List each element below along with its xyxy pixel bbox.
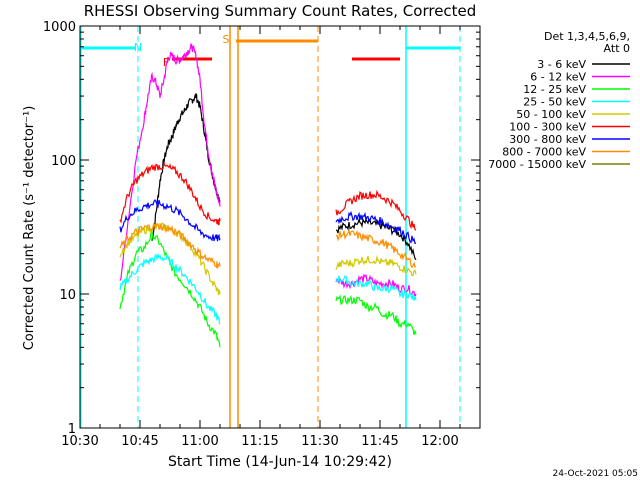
legend-label-1: 6 - 12 keV	[530, 71, 586, 84]
series-5-segment-0	[119, 160, 221, 226]
series-3-segment-0	[119, 252, 221, 325]
x-tick-label-3: 11:15	[241, 434, 278, 449]
series-4-segment-1	[335, 254, 417, 277]
series-2-segment-0	[119, 228, 221, 348]
series-1-segment-0	[119, 43, 221, 281]
legend-label-3: 25 - 50 keV	[523, 96, 586, 109]
series-0-segment-1	[335, 217, 417, 261]
legend-header-line-2: Att 0	[604, 42, 630, 55]
legend-label-8: 7000 - 15000 keV	[488, 158, 586, 171]
series-2-segment-1	[335, 294, 417, 336]
series-7-segment-0	[119, 223, 221, 269]
y-tick-label-3: 1000	[43, 20, 76, 35]
legend-label-4: 50 - 100 keV	[516, 108, 586, 121]
x-tick-label-1: 10:45	[121, 434, 158, 449]
annotation-N: N	[134, 41, 142, 54]
legend-label-2: 12 - 25 keV	[523, 83, 586, 96]
series-6-segment-1	[335, 210, 417, 245]
series-7-segment-1	[335, 228, 417, 269]
y-tick-label-1: 10	[59, 288, 76, 303]
series-0-segment-0	[151, 92, 221, 241]
x-tick-label-2: 11:00	[181, 434, 218, 449]
x-tick-label-5: 11:45	[361, 434, 398, 449]
annotation-S: S	[223, 33, 230, 46]
x-tick-label-6: 12:00	[421, 434, 458, 449]
footer-date: 24-Oct-2021 05:05	[553, 469, 638, 479]
series-3-segment-1	[335, 275, 417, 301]
legend-header-line-1: Det 1,3,4,5,6,9,	[544, 30, 630, 43]
chart-title: RHESSI Observing Summary Count Rates, Co…	[84, 2, 477, 20]
x-axis-label: Start Time (14-Jun-14 10:29:42)	[168, 454, 392, 470]
annotation-F: F	[163, 56, 169, 69]
x-tick-label-4: 11:30	[301, 434, 338, 449]
legend-label-7: 800 - 7000 keV	[502, 146, 586, 159]
y-tick-label-2: 100	[51, 154, 76, 169]
plot-area: N F S	[80, 26, 461, 428]
axes: 10:30 10:45 11:00 11:15 11:30 11:45 12:00 1 10 10…	[43, 20, 481, 449]
x-tick-label-0: 10:30	[61, 434, 98, 449]
series-5-segment-1	[335, 189, 417, 231]
legend-label-6: 300 - 800 keV	[509, 133, 586, 146]
series-6-segment-0	[119, 198, 221, 242]
legend-label-0: 3 - 6 keV	[537, 58, 586, 71]
y-axis-label: Corrected Count Rate (s⁻¹ detector⁻¹)	[22, 106, 37, 351]
y-tick-label-0: 1	[68, 422, 76, 437]
legend-label-5: 100 - 300 keV	[509, 121, 586, 134]
